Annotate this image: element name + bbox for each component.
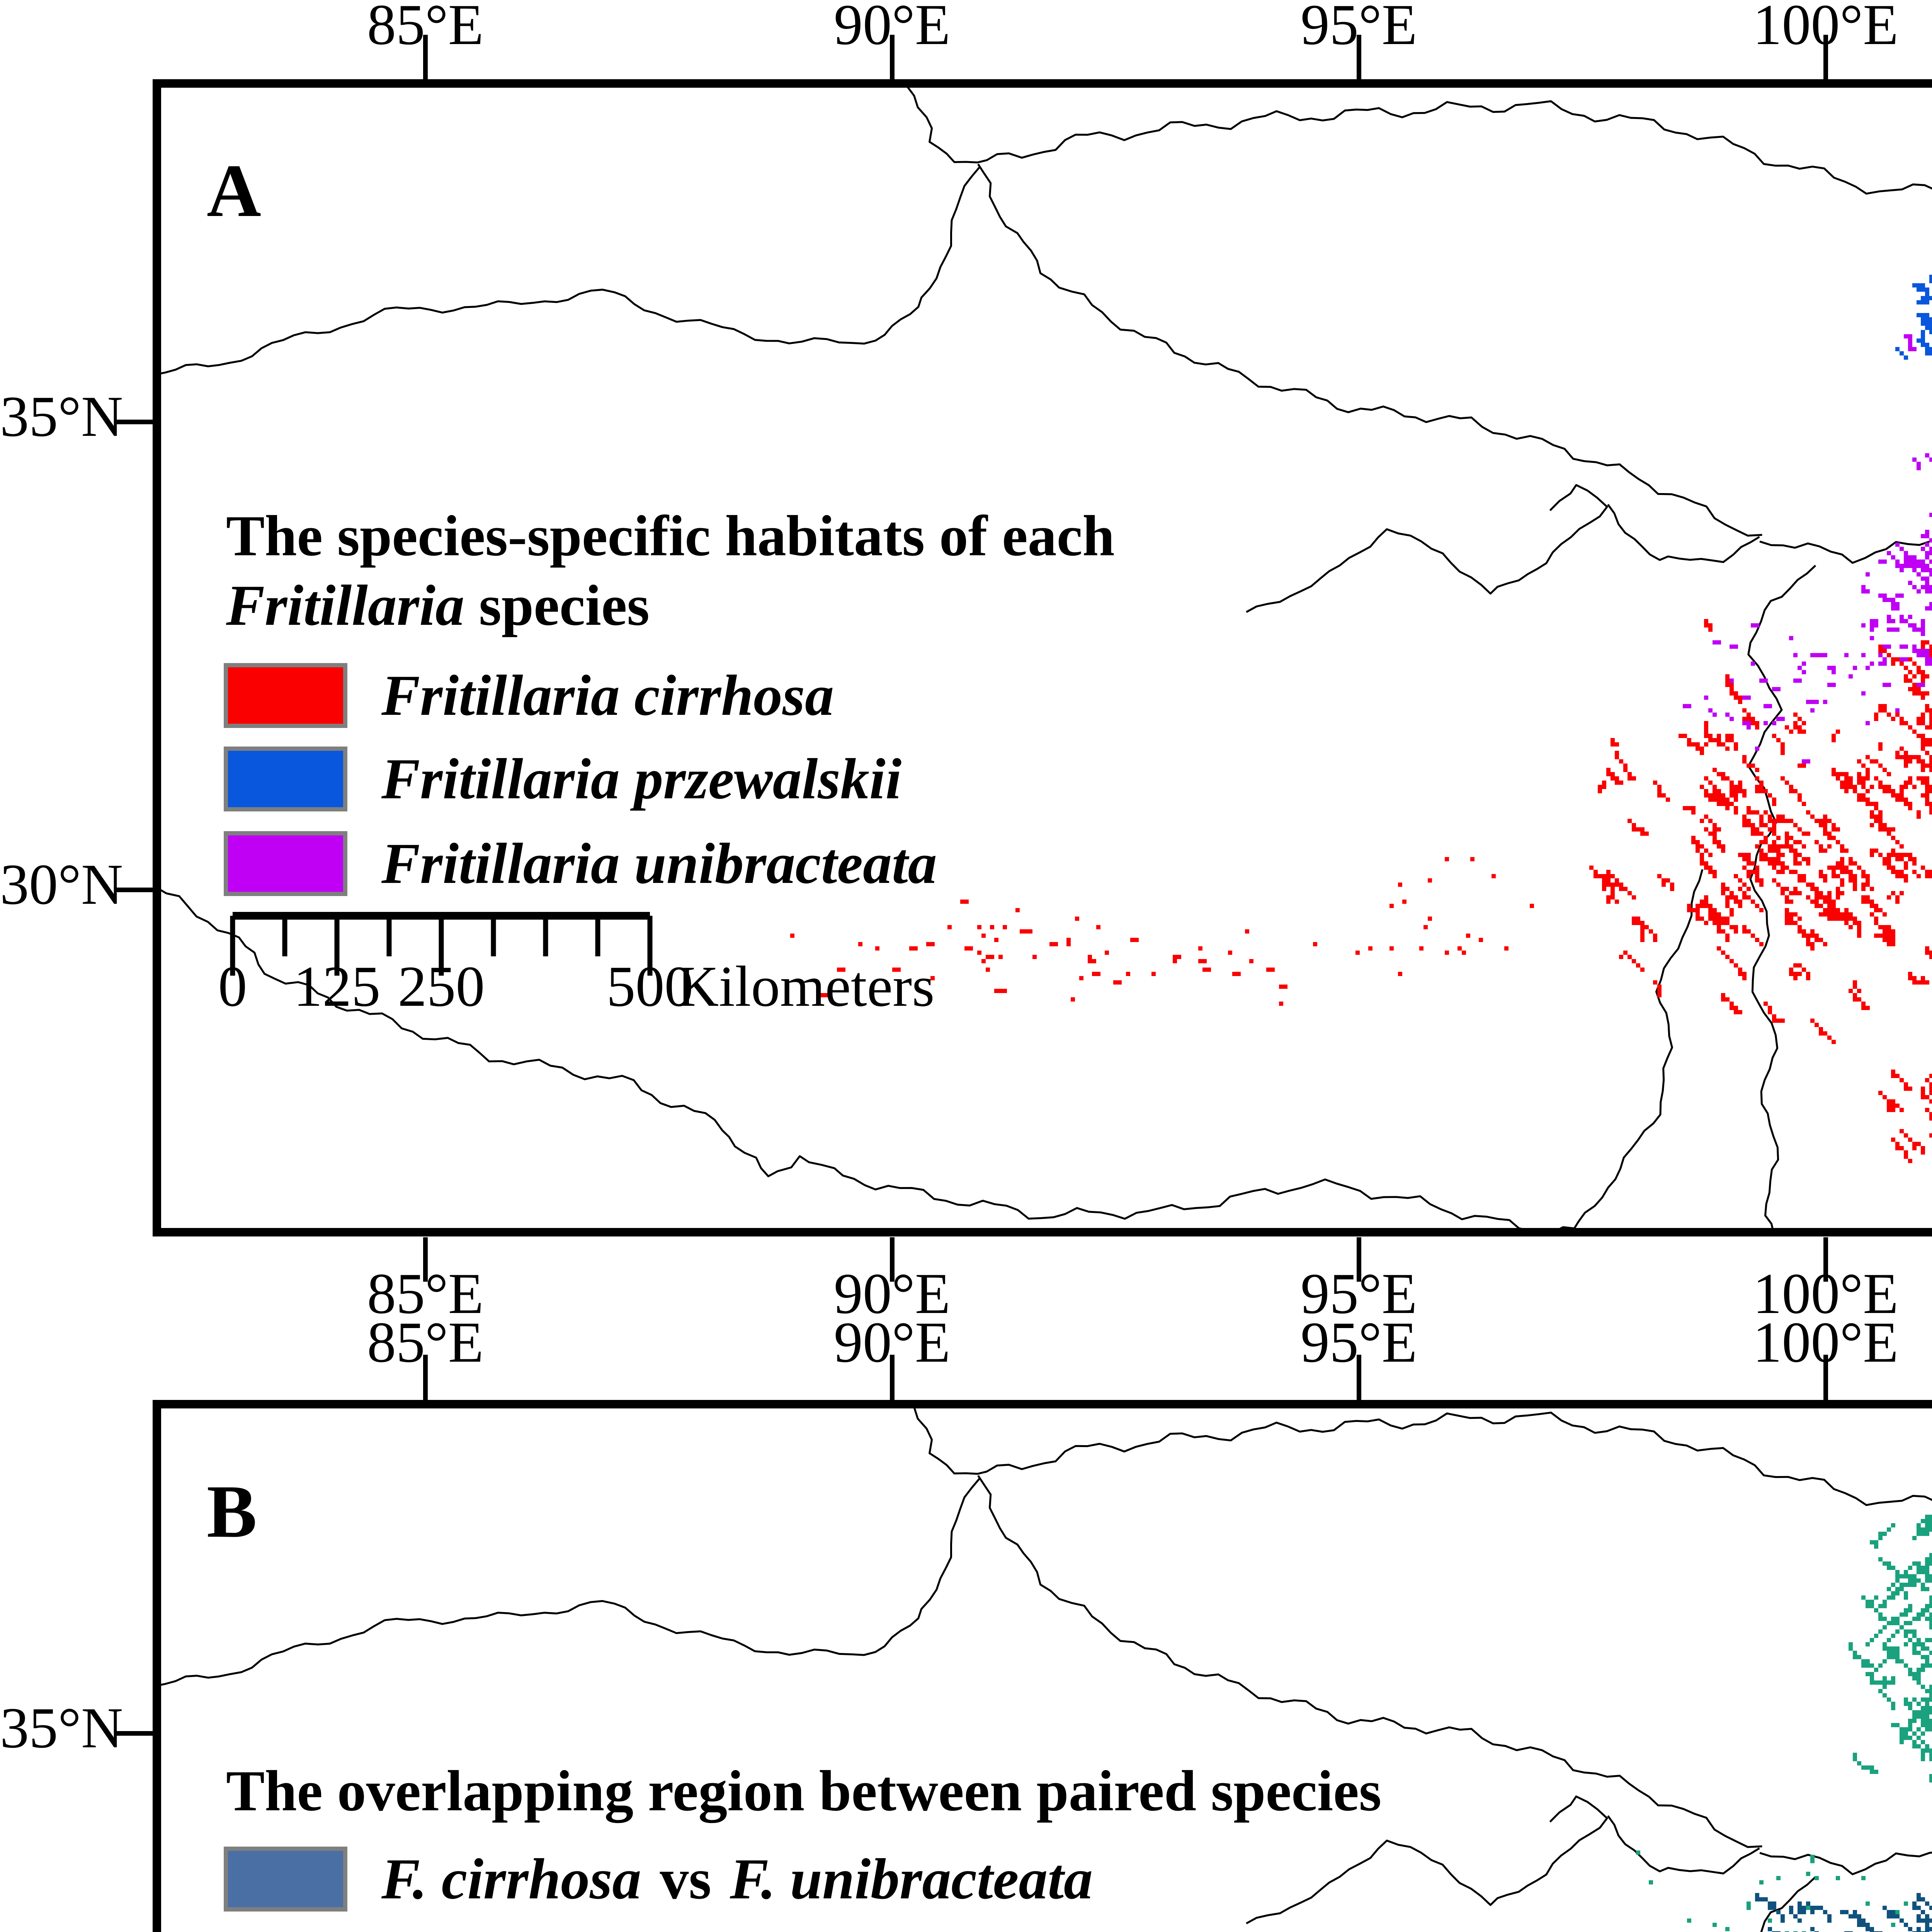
axis-tick-longitude [423, 1355, 428, 1400]
legend-title-b: The overlapping region between paired sp… [226, 1756, 1381, 1826]
habitat-cells-przewalskii [1895, 275, 1932, 360]
map-panel-b: B The overlapping region between paired … [153, 1400, 1932, 1932]
axis-tick-latitude [116, 420, 153, 424]
legend-label-cirrhosa: Fritillaria cirrhosa [381, 663, 834, 728]
scale-bar-label: 125 [293, 954, 381, 1019]
axis-tick-longitude [1823, 1237, 1828, 1282]
axis-tick-longitude [1356, 1237, 1361, 1282]
axis-tick-longitude [1356, 35, 1361, 79]
axis-tick-longitude [1356, 1355, 1361, 1400]
legend-title-a: The species-specific habitats of each Fr… [226, 501, 1115, 640]
legend-label-unibracteata: Fritillaria unibracteata [381, 832, 937, 896]
legend-title-b-text: The overlapping region between paired sp… [226, 1759, 1382, 1823]
axis-tick-longitude [423, 35, 428, 79]
habitat-cells-cirrhosa [1878, 1074, 1932, 1163]
map-canvas-a [161, 88, 1932, 1228]
legend-swatch-cu [224, 1847, 347, 1912]
legend-item-cirrhosa: Fritillaria cirrhosa [224, 663, 1537, 728]
axis-label-latitude: 35°N [0, 384, 123, 449]
legend-swatch-cirrhosa [224, 663, 347, 728]
axis-tick-latitude [116, 888, 153, 892]
legend-title-a-line1: The species-specific habitats of each [226, 504, 1115, 568]
legend-title-a-genus: Fritillaria [226, 573, 464, 638]
scale-bar-label: 0 [218, 954, 247, 1019]
scale-bar [230, 912, 653, 976]
axis-tick-longitude [1823, 1355, 1828, 1400]
legend-item-cu: F. cirrhosa vs F. unibracteata [224, 1847, 1537, 1912]
legend-item-przewalskii: Fritillaria przewalskii [224, 747, 1537, 811]
axis-tick-longitude [423, 1237, 428, 1282]
legend-swatch-przewalskii [224, 747, 347, 811]
panel-letter-a: A [207, 149, 261, 233]
scale-bar-unit: Kilometers [677, 954, 935, 1019]
habitat-cells-cirrhosa [1228, 857, 1534, 976]
axis-label-latitude: 30°N [0, 852, 123, 917]
map-canvas-b [161, 1408, 1932, 1932]
habitat-cells-unibracteata [1904, 334, 1917, 351]
legend-swatch-unibracteata [224, 831, 347, 896]
habitat-cells-unibracteata [1683, 623, 1925, 764]
habitat-cells-unibracteata [1878, 453, 1932, 666]
habitat-cells-cirrhosa [1589, 619, 1932, 1091]
axis-tick-longitude [1823, 35, 1828, 79]
legend-label-przewalskii: Fritillaria przewalskii [381, 747, 902, 811]
habitat-cells-cirrhosa [1785, 640, 1932, 912]
habitat-cells-overlap_cu [1755, 1893, 1932, 1932]
map-panel-a: A The species-specific habitats of each … [153, 79, 1932, 1236]
legend-item-unibracteata: Fritillaria unibracteata [224, 831, 1537, 896]
axis-tick-longitude [889, 35, 895, 79]
scale-bar-label: 500 [606, 954, 694, 1019]
scale-bar-label: 250 [398, 954, 485, 1019]
habitat-cells-overlap_up [1849, 1515, 1932, 1782]
province-boundaries [161, 88, 1932, 1228]
axis-tick-latitude [116, 1731, 153, 1736]
panel-letter-b: B [207, 1470, 257, 1553]
province-boundaries [161, 1408, 1932, 1932]
legend-title-a-rest: species [464, 573, 650, 638]
axis-label-latitude: 35°N [0, 1696, 123, 1760]
axis-tick-longitude [889, 1237, 895, 1282]
axis-tick-longitude [889, 1355, 895, 1400]
habitat-cells-cirrhosa [790, 900, 1287, 1006]
legend-label-cu: F. cirrhosa vs F. unibracteata [381, 1847, 1093, 1911]
